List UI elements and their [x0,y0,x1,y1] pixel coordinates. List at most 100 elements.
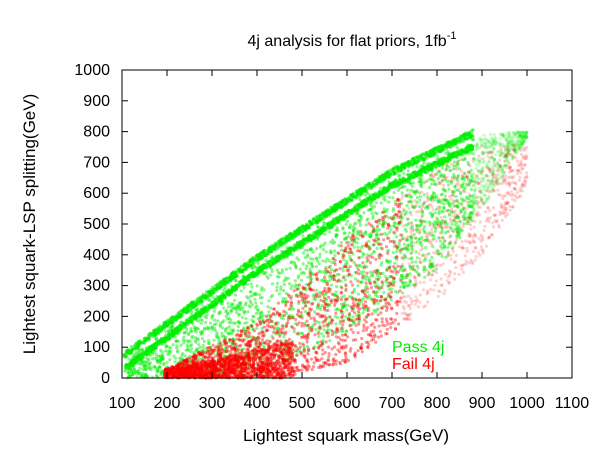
pass-point [200,337,204,341]
pass-point [359,246,363,250]
pass-point [160,341,164,345]
pass-point [376,192,380,197]
pass-point [473,189,477,193]
pass-point [457,136,461,140]
pass-point [462,222,466,226]
pass-point [438,239,442,243]
pass-point [344,222,348,226]
pass-point [162,341,166,345]
pass-point [424,246,428,250]
pass-point [387,180,391,184]
pass-point [231,287,235,291]
pass-point [372,250,376,254]
pass-point [176,350,180,354]
pass-point [230,284,234,288]
pass-point [135,374,139,378]
pass-point [249,282,253,286]
pass-point [358,197,362,201]
pass-point [250,266,254,271]
pass-point [253,264,257,268]
pass-point [214,303,218,307]
pass-point [415,155,419,159]
pass-point [433,229,437,233]
pass-point [398,174,402,178]
pass-point [187,333,191,337]
pass-point [422,161,426,165]
pass-point [327,211,331,215]
pass-point [321,214,325,218]
pass-point [147,338,151,342]
pass-point [430,182,434,186]
pass-point [125,364,129,368]
pass-point [460,197,464,201]
pass-point [370,211,374,215]
pass-point [222,306,226,310]
pass-point [301,241,305,245]
pass-point [434,166,438,170]
pass-point [332,209,336,213]
pass-point [226,305,231,309]
pass-point [351,315,355,319]
pass-point [130,356,134,360]
pass-point [480,138,484,142]
pass-point [406,173,410,177]
pass-point [237,301,241,306]
pass-point [285,255,289,259]
pass-point [339,248,343,252]
pass-point [382,291,386,295]
pass-point [259,301,264,305]
pass-point [281,254,285,258]
pass-point [352,287,356,291]
pass-point [164,344,168,348]
pass-point [436,150,440,154]
pass-point [234,278,238,283]
pass-point [340,198,344,203]
pass-point [368,183,372,187]
pass-point [323,210,327,214]
pass-point [244,317,248,321]
pass-point [262,248,266,252]
pass-point [235,310,239,315]
pass-point [317,262,321,266]
pass-point [216,319,220,323]
pass-point [341,269,345,273]
pass-point [421,152,425,156]
pass-point [264,258,268,263]
pass-point [413,161,417,165]
pass-point [222,288,226,292]
pass-point [292,330,296,334]
pass-point [205,326,209,330]
pass-point [309,277,313,281]
pass-point [319,217,324,221]
pass-point [147,353,151,357]
pass-point [463,133,467,137]
pass-point [333,254,337,258]
pass-point [256,274,260,278]
pass-point [346,196,351,200]
pass-point [498,137,502,141]
pass-point [220,292,224,296]
pass-point [180,353,184,357]
pass-point [241,316,245,320]
pass-point [226,311,230,315]
pass-point [156,341,160,345]
pass-point [201,346,205,350]
pass-point [274,256,279,260]
pass-point [521,130,526,135]
pass-point [341,226,345,230]
pass-point [202,339,206,343]
pass-point [440,166,444,170]
pass-point [460,177,464,181]
pass-point [185,306,189,310]
pass-point [127,357,131,361]
pass-point [284,267,288,271]
pass-point [328,339,332,343]
pass-point [380,179,384,184]
pass-point [273,241,277,245]
pass-point [410,256,414,260]
pass-point [293,246,297,251]
pass-point [321,224,326,228]
pass-point [428,259,432,263]
pass-point [145,367,149,372]
pass-point [356,284,360,288]
